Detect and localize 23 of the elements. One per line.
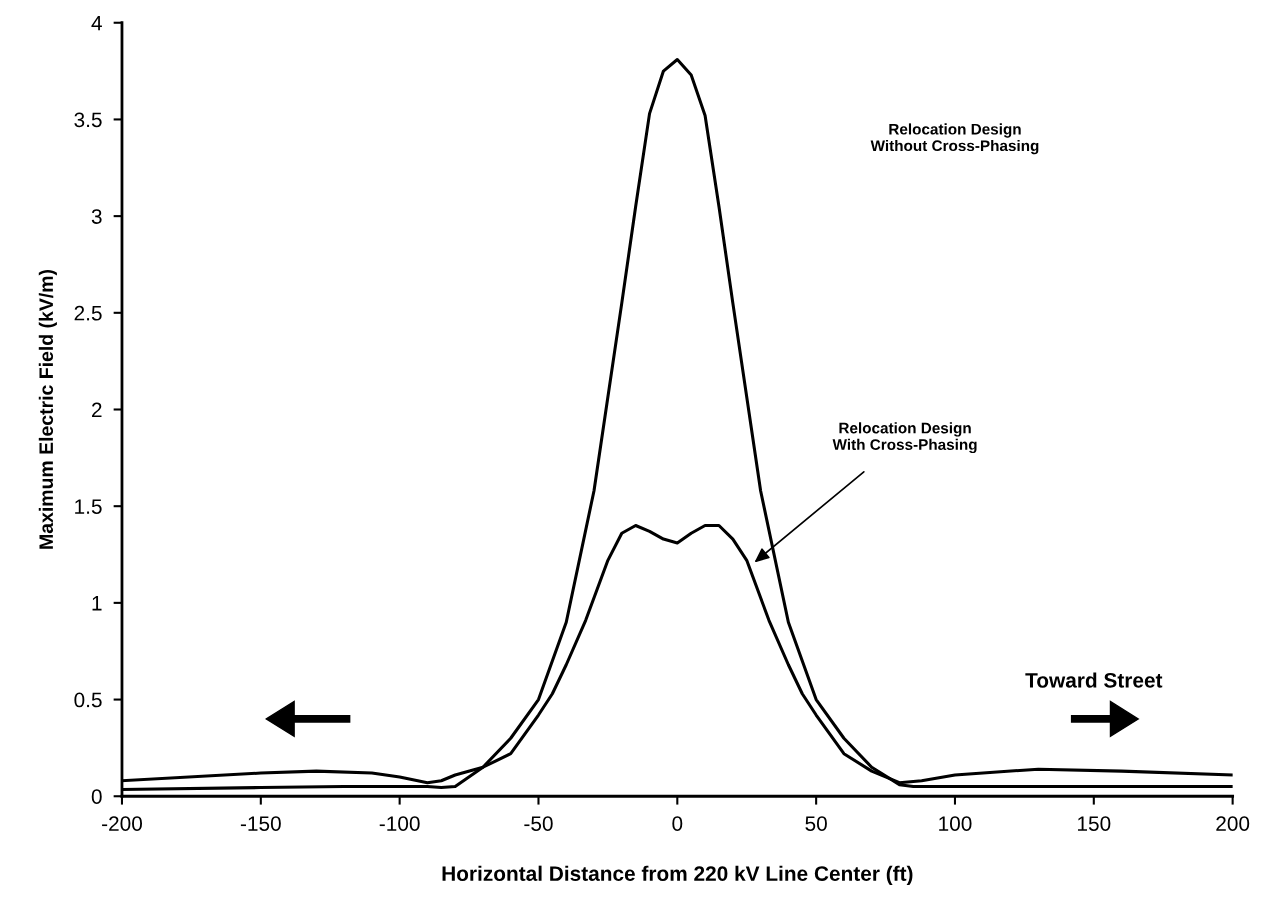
y-tick-label: 4 (91, 15, 102, 31)
x-tick-label: -150 (240, 816, 281, 831)
x-tick-label: 200 (1216, 816, 1250, 831)
x-tick-label: -50 (524, 816, 553, 831)
y-tick-label: 0 (91, 789, 102, 804)
x-tick-label: 100 (939, 816, 972, 831)
y-tick-label: 2 (92, 402, 102, 418)
x-tick-label: -100 (379, 816, 420, 831)
x-tick-label: 150 (1078, 816, 1111, 831)
x-tick-label: 50 (805, 816, 827, 831)
x-tick-label: -200 (102, 816, 143, 831)
annotation: Toward Street (1025, 672, 1163, 688)
x-axis-title: Horizontal Distance from 220 kV Line Center (ft) (442, 865, 913, 886)
y-axis-title: Maximum Electric Field (kV/m) (38, 269, 57, 549)
y-tick-label: 1 (92, 596, 102, 611)
x-tick-label: 0 (672, 816, 683, 831)
annotation: Relocation Design With Cross-Phasing (832, 422, 977, 454)
y-tick-label: 0.5 (74, 692, 102, 708)
y-tick-label: 3 (91, 209, 102, 224)
y-tick-label: 2.5 (74, 305, 102, 321)
annotation: Relocation Design Without Cross-Phasing (870, 123, 1039, 155)
y-tick-label: 3.5 (74, 112, 102, 128)
y-tick-label: 1.5 (75, 499, 102, 514)
